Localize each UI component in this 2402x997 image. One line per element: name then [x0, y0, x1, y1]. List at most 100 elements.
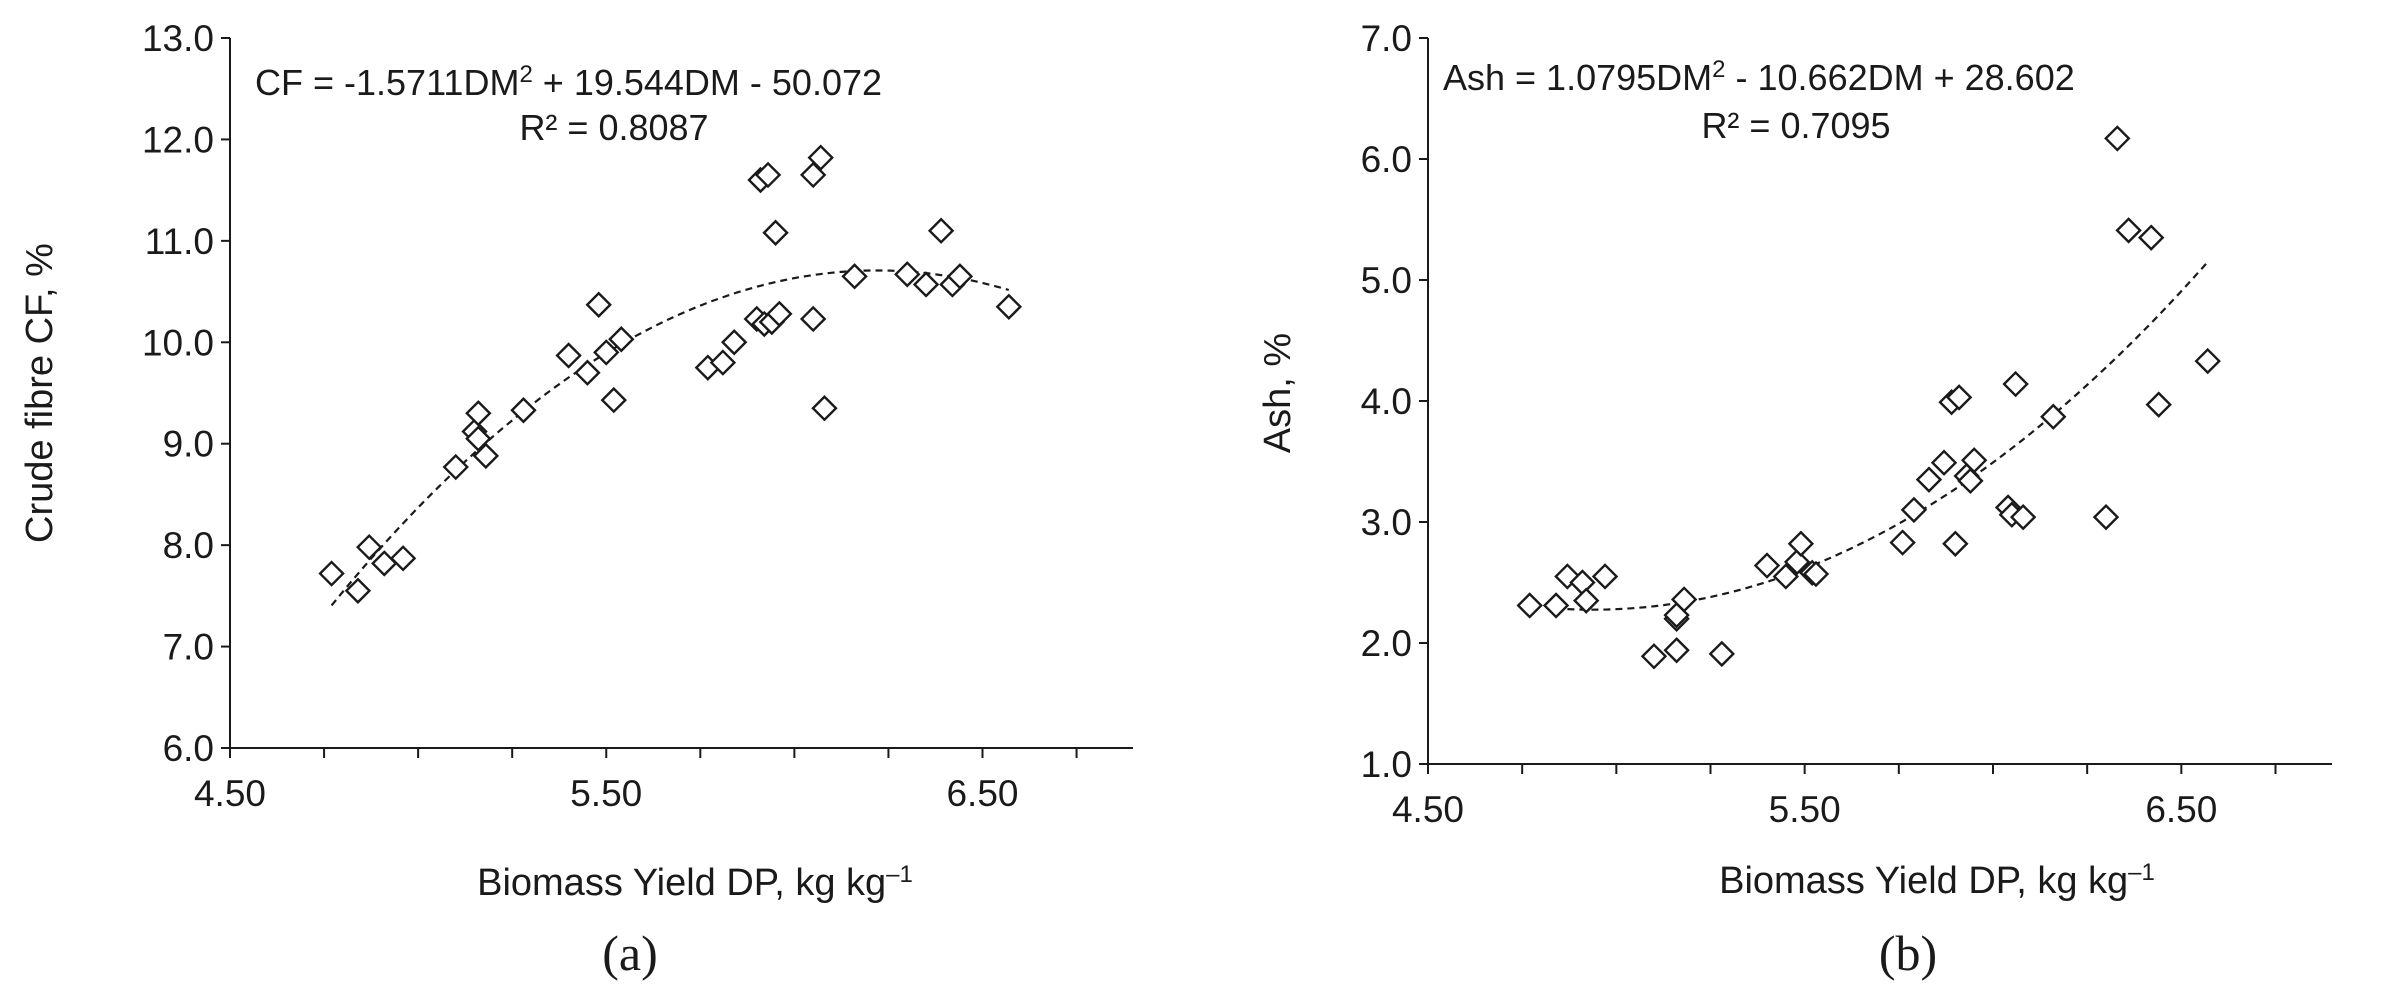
data-point-diamond	[754, 161, 782, 189]
chart-panel-b: 1.0 2.0 3.0 4.0 5.0 6.0 7.0 4.50 5.50 6.50 Ash =…	[1257, 18, 2332, 981]
data-point-diamond	[720, 329, 748, 356]
y-tick-label: 6.0	[1361, 139, 1412, 180]
data-point-diamond	[1542, 592, 1570, 619]
y-tick-label: 9.0	[163, 424, 214, 465]
equation-line-1: CF = -1.5711DM2 + 19.544DM - 50.072	[255, 61, 882, 103]
x-axis-title: Biomass Yield DP, kg kg–1	[1719, 859, 2155, 902]
data-point-diamond	[1915, 466, 1943, 493]
data-point-diamond	[465, 425, 492, 452]
y-ticks: 1.0 2.0 3.0 4.0 5.0 6.0 7.0	[1361, 18, 1428, 785]
x-tick-label: 4.50	[194, 773, 266, 814]
data-point-diamond	[1960, 447, 1988, 474]
data-point-diamond	[1945, 384, 1973, 411]
panel-label-b: (b)	[1879, 925, 1937, 981]
data-point-diamond	[799, 161, 827, 189]
r-squared-label: R² = 0.7095	[1701, 105, 1890, 146]
y-tick-label: 4.0	[1361, 381, 1412, 422]
y-tick-label: 13.0	[142, 18, 214, 59]
data-point-diamond	[371, 550, 398, 577]
data-point-diamond	[2194, 347, 2221, 375]
data-point-diamond	[344, 577, 372, 604]
data-point-diamond	[1591, 563, 1619, 590]
data-point-diamond	[1900, 496, 1928, 524]
data-point-diamond	[2104, 125, 2131, 152]
y-axis-title: Crude fibre CF, %	[19, 243, 61, 543]
data-point-diamond	[1708, 640, 1735, 668]
data-point-diamond	[2009, 503, 2037, 531]
data-point-diamond	[510, 397, 537, 424]
data-point-diamond	[762, 219, 789, 246]
data-point-diamond	[2115, 217, 2142, 244]
data-point-diamond	[1783, 548, 1811, 576]
y-tick-label: 11.0	[145, 221, 214, 262]
data-point-diamond	[318, 560, 345, 587]
data-point-diamond	[1753, 552, 1781, 579]
y-tick-label: 7.0	[163, 627, 214, 668]
x-tick-label: 6.50	[2145, 789, 2217, 830]
y-tick-label: 5.0	[1361, 260, 1412, 301]
x-tick-label: 6.50	[946, 773, 1018, 814]
data-point-diamond	[1670, 586, 1698, 613]
y-tick-label: 12.0	[142, 119, 214, 160]
r-squared-label: R² = 0.8087	[519, 107, 708, 148]
data-point-diamond	[2002, 370, 2029, 398]
y-tick-label: 1.0	[1361, 744, 1412, 785]
data-point-diamond	[2138, 224, 2165, 251]
x-tick-label: 4.50	[1392, 789, 1464, 830]
data-points	[318, 144, 1023, 604]
y-tick-label: 8.0	[163, 525, 214, 566]
trendline	[1567, 261, 2209, 611]
data-point-diamond	[555, 342, 582, 369]
data-point-diamond	[593, 339, 620, 366]
data-point-diamond	[1573, 587, 1600, 614]
equation-line-1: Ash = 1.0795DM2 - 10.662DM + 28.602	[1443, 56, 2075, 98]
data-point-diamond	[574, 359, 601, 386]
x-tick-label: 5.50	[1769, 789, 1841, 830]
data-point-diamond	[600, 386, 627, 414]
data-point-diamond	[1802, 560, 1830, 588]
data-point-diamond	[709, 349, 737, 376]
data-point-diamond	[799, 305, 827, 333]
data-point-diamond	[927, 217, 955, 244]
data-point-diamond	[608, 326, 635, 353]
data-point-diamond	[1942, 530, 1969, 557]
x-ticks: 4.50 5.50 6.50	[194, 748, 1078, 814]
data-point-diamond	[1663, 637, 1690, 664]
y-ticks: 6.0 7.0 8.0 9.0 10.0 11.0 12.0 13.0	[142, 18, 230, 769]
y-axis-title: Ash, %	[1257, 333, 1299, 453]
y-tick-label: 10.0	[142, 322, 214, 363]
trendline	[330, 269, 1010, 607]
data-points	[1516, 125, 2221, 670]
y-tick-label: 3.0	[1361, 502, 1412, 543]
chart-panel-a: 6.0 7.0 8.0 9.0 10.0 11.0 12.0 13.0 4.50 5.50 6.5…	[19, 18, 1133, 981]
data-point-diamond	[1889, 529, 1916, 556]
data-point-diamond	[1930, 449, 1958, 476]
x-ticks: 4.50 5.50 6.50	[1392, 764, 2277, 830]
data-point-diamond	[841, 263, 868, 290]
data-point-diamond	[1787, 530, 1815, 557]
data-point-diamond	[472, 442, 500, 470]
data-point-diamond	[807, 144, 834, 171]
data-point-diamond	[465, 400, 492, 427]
data-point-diamond	[2040, 403, 2067, 430]
data-point-diamond	[2145, 391, 2172, 418]
data-point-diamond	[1772, 563, 1800, 590]
x-tick-label: 5.50	[570, 773, 642, 814]
y-tick-label: 7.0	[1361, 18, 1412, 59]
data-point-diamond	[811, 395, 838, 422]
panel-label-a: (a)	[602, 925, 658, 981]
data-point-diamond	[912, 271, 940, 298]
data-point-diamond	[442, 453, 469, 481]
y-tick-label: 6.0	[163, 728, 214, 769]
data-point-diamond	[766, 300, 793, 328]
data-point-diamond	[1957, 467, 1984, 495]
data-point-diamond	[2092, 503, 2120, 531]
data-point-diamond	[995, 293, 1023, 320]
y-tick-label: 2.0	[1361, 623, 1412, 664]
data-point-diamond	[1640, 643, 1668, 670]
data-point-diamond	[389, 545, 417, 572]
x-axis-title: Biomass Yield DP, kg kg–1	[477, 861, 913, 904]
data-point-diamond	[946, 263, 974, 290]
data-point-diamond	[1516, 592, 1543, 619]
